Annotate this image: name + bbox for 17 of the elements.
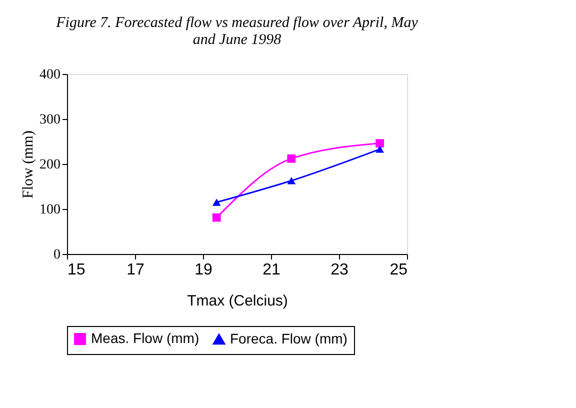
x-tick-label: 25 <box>390 262 408 278</box>
x-tick-label: 15 <box>68 262 86 278</box>
legend-label: Foreca. Flow (mm) <box>230 330 348 346</box>
x-tick-label: 17 <box>126 262 144 278</box>
text: and June 1998 <box>192 32 282 48</box>
legend-label: Meas. Flow (mm) <box>91 330 200 346</box>
y-tick-label: 0 <box>54 248 60 262</box>
x-tick-label: 21 <box>262 262 280 278</box>
y-tick-label: 200 <box>40 158 60 172</box>
y-axis-title: Flow (mm) <box>20 130 36 198</box>
x-axis-title: Tmax (Celcius) <box>187 292 288 310</box>
y-tick-label: 300 <box>40 112 60 128</box>
y-tick-label: 400 <box>40 68 60 82</box>
text: Figure 7. Forecasted flow vs measured flow over April, May <box>56 15 418 31</box>
x-tick-label: 19 <box>194 262 212 278</box>
y-tick-label: 100 <box>40 202 60 218</box>
x-tick-label: 23 <box>330 262 348 278</box>
